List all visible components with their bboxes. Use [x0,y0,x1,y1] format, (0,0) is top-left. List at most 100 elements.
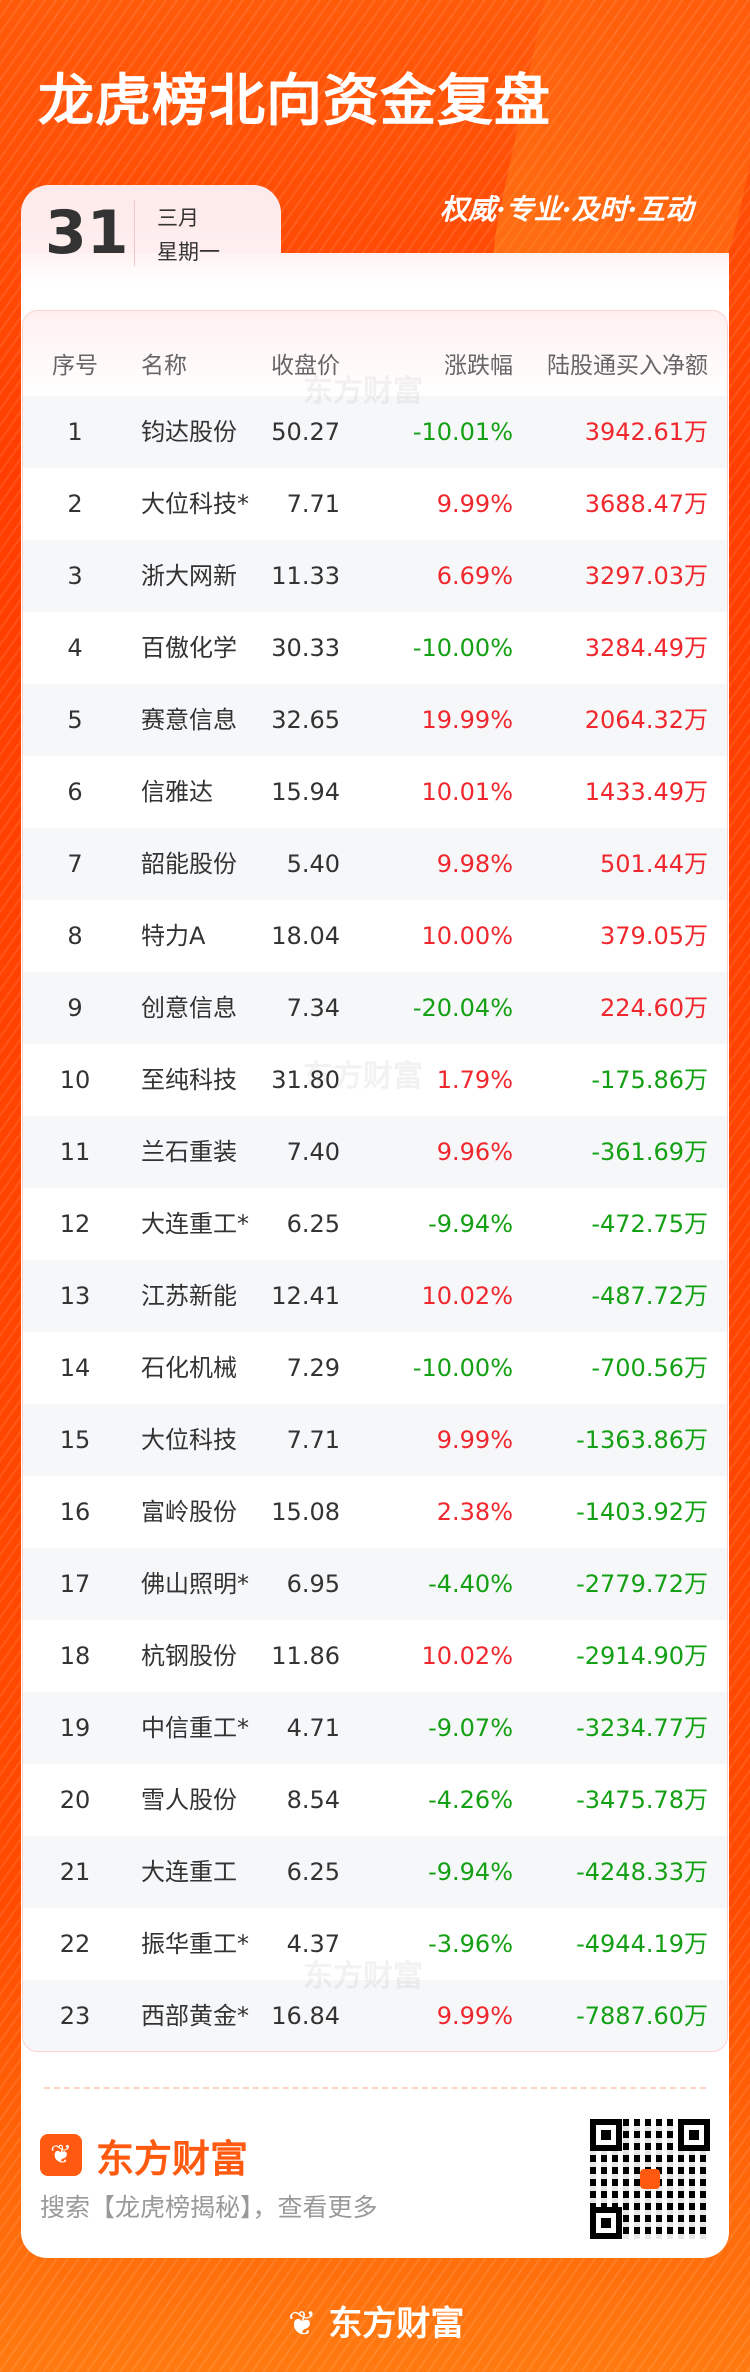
row-name: 振华重工* [141,1930,249,1958]
row-net: -700.56万 [591,1354,708,1382]
brand-name: 东方财富 [96,2136,249,2181]
row-change: 1.79% [436,1066,513,1094]
row-net: -2779.72万 [576,1570,708,1598]
row-net: -175.86万 [591,1066,708,1094]
row-seq: 15 [59,1426,91,1454]
row-net: 3942.61万 [584,418,708,446]
row-change: 9.96% [436,1138,513,1166]
bottom-brand-name: 东方财富 [328,2304,465,2344]
table-row[interactable]: 23 西部黄金* 16.84 9.99% -7887.60万 [23,1980,727,2051]
row-price: 15.94 [271,778,340,806]
row-name: 赛意信息 [141,706,237,734]
header-net: 陆股通买入净额 [547,353,708,379]
row-name: 大位科技 [141,1426,237,1454]
table-row[interactable]: 6 信雅达 15.94 10.01% 1433.49万 [23,756,727,828]
row-net: -487.72万 [591,1282,708,1310]
watermark: 东方财富 [303,374,423,409]
watermark: 东方财富 [303,1959,423,1994]
table-row[interactable]: 11 兰石重装 7.40 9.96% -361.69万 [23,1116,727,1188]
row-price: 6.25 [286,1858,340,1886]
row-change: -9.94% [428,1858,513,1886]
row-net: -1403.92万 [576,1498,708,1526]
row-seq: 4 [67,634,83,662]
row-price: 8.54 [286,1786,340,1814]
table-row[interactable]: 5 赛意信息 32.65 19.99% 2064.32万 [23,684,727,756]
row-price: 7.34 [286,994,340,1022]
row-seq: 10 [59,1066,91,1094]
row-net: -1363.86万 [576,1426,708,1454]
row-change: 10.01% [421,778,513,806]
table-row[interactable]: 22 振华重工* 4.37 -3.96% -4944.19万 [23,1908,727,1980]
row-price: 6.25 [286,1210,340,1238]
row-name: 特力A [141,922,206,950]
row-name: 信雅达 [141,778,213,806]
row-name: 佛山照明* [141,1570,249,1598]
row-price: 4.37 [286,1930,340,1958]
row-net: 3297.03万 [584,562,708,590]
table-row[interactable]: 9 创意信息 7.34 -20.04% 224.60万 [23,972,727,1044]
northbound-table: 序号 名称 收盘价 涨跌幅 陆股通买入净额 1 钧达股份 50.27 -10.01% 3… [22,310,728,2052]
row-name: 大位科技* [141,490,249,518]
row-change: 6.69% [436,562,513,590]
row-seq: 3 [67,562,83,590]
row-price: 11.33 [271,562,340,590]
table-row[interactable]: 18 杭钢股份 11.86 10.02% -2914.90万 [23,1620,727,1692]
row-name: 至纯科技 [141,1066,237,1094]
row-price: 16.84 [271,2002,340,2030]
table-row[interactable]: 4 百傲化学 30.33 -10.00% 3284.49万 [23,612,727,684]
row-seq: 6 [67,778,83,806]
row-seq: 16 [59,1498,91,1526]
row-price: 30.33 [271,634,340,662]
table-row[interactable]: 14 石化机械 7.29 -10.00% -700.56万 [23,1332,727,1404]
row-name: 浙大网新 [141,562,237,590]
row-change: 10.02% [421,1642,513,1670]
row-seq: 12 [59,1210,91,1238]
row-change: -10.00% [412,1354,513,1382]
table-row[interactable]: 3 浙大网新 11.33 6.69% 3297.03万 [23,540,727,612]
table-row[interactable]: 1 钧达股份 50.27 -10.01% 3942.61万 [23,396,727,468]
row-price: 7.71 [286,1426,340,1454]
table-row[interactable]: 2 大位科技* 7.71 9.99% 3688.47万 [23,468,727,540]
table-row[interactable]: 16 富岭股份 15.08 2.38% -1403.92万 [23,1476,727,1548]
table-row[interactable]: 20 雪人股份 8.54 -4.26% -3475.78万 [23,1764,727,1836]
table-row[interactable]: 15 大位科技 7.71 9.99% -1363.86万 [23,1404,727,1476]
table-row[interactable]: 7 韶能股份 5.40 9.98% 501.44万 [23,828,727,900]
row-net: -3234.77万 [576,1714,708,1742]
table-row[interactable]: 10 至纯科技 31.80 1.79% -175.86万 [23,1044,727,1116]
row-change: -10.01% [412,418,513,446]
row-change: 9.99% [436,490,513,518]
row-name: 西部黄金* [141,2002,249,2030]
row-net: 2064.32万 [584,706,708,734]
row-name: 创意信息 [141,994,237,1022]
brand-flame-icon: ❦ [288,2304,329,2344]
header-seq: 序号 [52,353,98,379]
row-seq: 5 [67,706,83,734]
table-row[interactable]: 8 特力A 18.04 10.00% 379.05万 [23,900,727,972]
table-row[interactable]: 19 中信重工* 4.71 -9.07% -3234.77万 [23,1692,727,1764]
table-row[interactable]: 17 佛山照明* 6.95 -4.40% -2779.72万 [23,1548,727,1620]
row-price: 7.71 [286,490,340,518]
row-net: -4944.19万 [576,1930,708,1958]
table-row[interactable]: 21 大连重工 6.25 -9.94% -4248.33万 [23,1836,727,1908]
row-net: 501.44万 [600,850,708,878]
row-change: -3.96% [428,1930,513,1958]
row-change: -9.94% [428,1210,513,1238]
row-change: -9.07% [428,1714,513,1742]
row-change: 2.38% [436,1498,513,1526]
row-name: 钧达股份 [141,418,237,446]
row-name: 富岭股份 [141,1498,237,1526]
row-name: 石化机械 [141,1354,237,1382]
date-weekday: 星期一 [157,240,220,264]
row-change: -10.00% [412,634,513,662]
table-row[interactable]: 12 大连重工* 6.25 -9.94% -472.75万 [23,1188,727,1260]
date-divider [134,200,135,266]
row-name: 百傲化学 [141,634,237,662]
qr-code[interactable] [590,2119,710,2239]
row-seq: 1 [67,418,83,446]
table-row[interactable]: 13 江苏新能 12.41 10.02% -487.72万 [23,1260,727,1332]
row-net: -472.75万 [591,1210,708,1238]
row-seq: 19 [59,1714,91,1742]
row-change: 19.99% [421,706,513,734]
row-change: 10.00% [421,922,513,950]
row-seq: 17 [59,1570,91,1598]
